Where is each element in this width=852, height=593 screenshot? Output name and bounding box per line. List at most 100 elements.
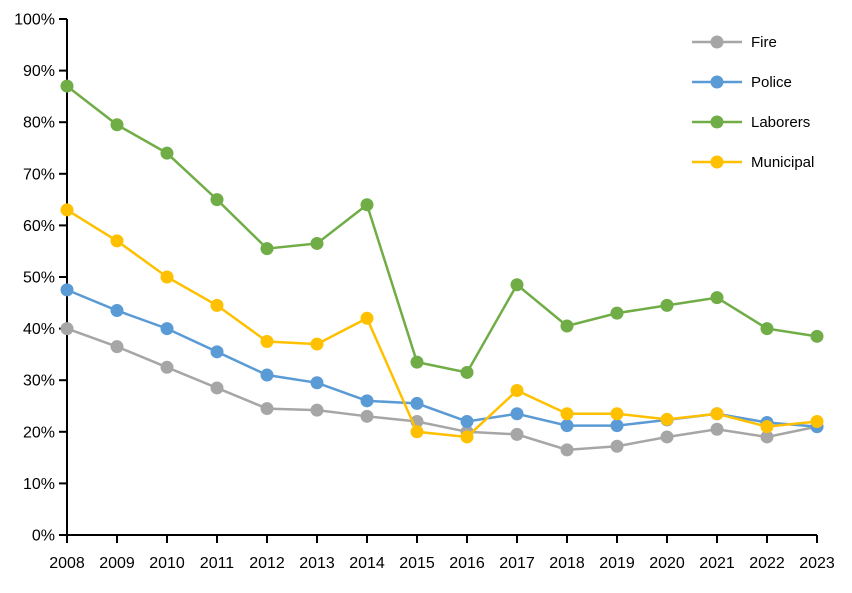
data-point-municipal-2018 (560, 407, 574, 421)
data-point-municipal-2011 (210, 298, 224, 312)
x-tick-label: 2020 (649, 555, 685, 572)
data-point-police-2016 (460, 414, 474, 428)
series-line-laborers (66, 85, 818, 374)
legend-item-fire: Fire (692, 22, 814, 62)
data-point-laborers-2017 (510, 278, 524, 292)
y-tick-label: 60% (23, 218, 55, 235)
data-point-police-2010 (160, 322, 174, 336)
data-point-fire-2009 (110, 340, 124, 354)
x-tick-label: 2022 (749, 555, 785, 572)
data-point-laborers-2011 (210, 193, 224, 207)
data-point-laborers-2009 (110, 118, 124, 132)
series-line-fire (66, 327, 818, 452)
legend-label-municipal: Municipal (751, 153, 815, 171)
data-point-municipal-2017 (510, 384, 524, 398)
x-tick-label: 2012 (249, 555, 285, 572)
data-point-municipal-2012 (260, 335, 274, 348)
fire-line-marker-icon (692, 35, 742, 49)
x-tick-label: 2016 (449, 555, 485, 572)
legend: Fire Police Laborers Municipal (692, 22, 814, 182)
data-point-police-2018 (560, 419, 574, 433)
x-tick-label: 2014 (349, 555, 385, 572)
data-point-fire-2017 (510, 427, 524, 441)
data-point-municipal-2023 (810, 414, 824, 428)
data-point-police-2013 (310, 376, 324, 390)
x-tick-label: 2013 (299, 555, 335, 572)
data-point-police-2012 (260, 368, 274, 382)
data-point-laborers-2021 (710, 291, 724, 305)
y-tick-label: 70% (23, 166, 55, 183)
data-point-municipal-2021 (710, 407, 724, 421)
data-point-municipal-2010 (160, 270, 174, 284)
legend-item-laborers: Laborers (692, 102, 814, 142)
y-tick-label: 30% (23, 373, 55, 390)
legend-label-fire: Fire (751, 33, 777, 51)
data-point-municipal-2022 (760, 420, 774, 434)
police-line-marker-icon (692, 75, 742, 89)
data-point-fire-2010 (160, 360, 174, 374)
data-point-fire-2019 (610, 439, 624, 453)
x-tick-label: 2010 (149, 555, 185, 572)
y-tick-label: 80% (23, 115, 55, 132)
data-point-municipal-2014 (360, 311, 374, 325)
municipal-line-marker-icon (692, 155, 742, 169)
data-point-police-2019 (610, 419, 624, 433)
data-point-police-2009 (110, 304, 124, 318)
data-point-police-2015 (410, 396, 424, 410)
data-point-police-2017 (510, 407, 524, 421)
data-point-municipal-2009 (110, 234, 124, 248)
data-point-municipal-2015 (410, 425, 424, 439)
x-tick-label: 2008 (49, 555, 85, 572)
data-point-laborers-2022 (760, 322, 774, 336)
data-point-laborers-2018 (560, 319, 574, 333)
legend-item-municipal: Municipal (692, 142, 814, 182)
data-point-fire-2013 (310, 403, 324, 417)
x-tick-label: 2015 (399, 555, 435, 572)
x-tick-label: 2023 (799, 555, 835, 572)
data-point-fire-2020 (660, 430, 674, 444)
data-point-laborers-2020 (660, 298, 674, 312)
data-point-laborers-2012 (260, 242, 274, 256)
data-point-fire-2012 (260, 402, 274, 416)
y-tick-label: 20% (23, 424, 55, 441)
data-point-fire-2018 (560, 443, 574, 457)
data-point-municipal-2019 (610, 407, 624, 421)
legend-label-laborers: Laborers (751, 113, 811, 131)
data-point-fire-2011 (210, 381, 224, 395)
series-line-police (66, 288, 818, 428)
data-point-fire-2022 (760, 430, 774, 444)
data-point-laborers-2019 (610, 306, 624, 320)
x-tick-label: 2011 (200, 555, 235, 572)
data-point-municipal-2013 (310, 337, 324, 351)
data-point-laborers-2015 (410, 355, 424, 369)
data-point-fire-2014 (360, 409, 374, 423)
data-point-laborers-2014 (360, 198, 374, 212)
legend-item-police: Police (692, 62, 814, 102)
data-point-laborers-2016 (460, 365, 474, 379)
laborers-line-marker-icon (692, 115, 742, 129)
y-tick-label: 100% (14, 12, 55, 29)
data-point-laborers-2008 (60, 79, 74, 93)
data-point-municipal-2016 (460, 430, 474, 444)
y-tick-label: 90% (23, 63, 55, 80)
data-point-police-2008 (60, 283, 74, 297)
data-point-laborers-2010 (160, 146, 174, 160)
data-point-laborers-2023 (810, 329, 824, 343)
y-tick-label: 10% (23, 476, 55, 493)
x-tick-label: 2021 (699, 555, 735, 572)
series-line-municipal (66, 208, 818, 439)
data-point-police-2014 (360, 394, 374, 408)
y-tick-label: 50% (23, 270, 55, 287)
legend-label-police: Police (751, 73, 792, 91)
y-tick-label: 40% (23, 321, 55, 338)
data-point-fire-2021 (710, 422, 724, 436)
data-point-police-2011 (210, 345, 224, 359)
data-point-fire-2008 (60, 322, 74, 336)
x-tick-label: 2009 (99, 555, 135, 572)
data-point-municipal-2020 (660, 412, 674, 426)
data-point-laborers-2013 (310, 236, 324, 250)
x-tick-label: 2017 (499, 555, 535, 572)
data-point-municipal-2008 (60, 203, 74, 217)
